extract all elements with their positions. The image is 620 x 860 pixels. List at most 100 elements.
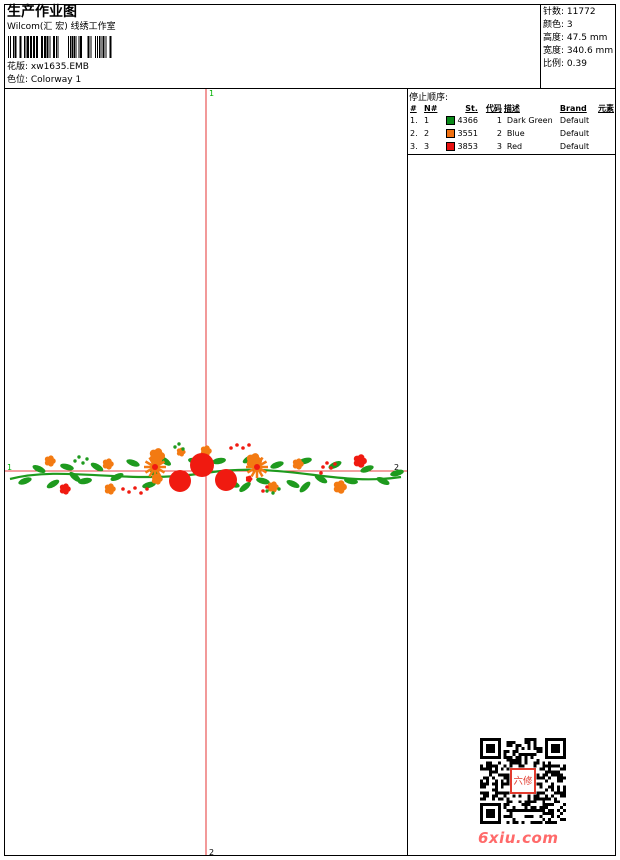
page-title: 生产作业图 <box>7 4 77 20</box>
green-dot <box>81 461 85 465</box>
barcode-bar <box>71 36 74 58</box>
rose <box>169 470 191 492</box>
col-header: N# <box>424 103 438 113</box>
barcode-bar <box>33 36 35 58</box>
leaf <box>360 465 374 473</box>
leaf <box>69 471 81 483</box>
axis-label-left: 1 <box>7 463 12 472</box>
berry <box>229 446 233 450</box>
leaf <box>32 464 46 474</box>
col-header: Brand <box>559 103 587 113</box>
green-dot <box>277 487 281 491</box>
green-dot <box>177 442 181 446</box>
starburst <box>246 456 268 478</box>
leaf <box>60 463 74 471</box>
flower <box>44 455 56 467</box>
stat-stitches: 针数: 11772 <box>543 7 596 17</box>
embroidery-design <box>9 442 404 495</box>
green-dot <box>73 459 77 463</box>
leaf <box>270 461 284 469</box>
barcode-bar <box>109 36 112 58</box>
barcode-bar <box>100 36 102 58</box>
barcode-bar <box>49 36 51 58</box>
leaf <box>78 477 92 485</box>
col-header: 描述 <box>503 103 520 113</box>
barcode-bar <box>102 36 105 58</box>
col-header: St. <box>465 103 478 113</box>
flower <box>245 475 253 483</box>
rose <box>215 469 237 491</box>
qr-stamp-text: 六修 <box>514 775 533 787</box>
watermark-logo: 6xiu.com <box>478 829 559 847</box>
barcode-bar <box>80 36 82 58</box>
leaf <box>142 481 156 489</box>
color-swatch <box>446 116 455 125</box>
design-file: 花版: xw1635.EMB <box>7 62 89 72</box>
flower <box>102 458 114 470</box>
color-swatch <box>446 142 455 151</box>
barcode-bar <box>27 36 29 58</box>
flower <box>267 481 279 493</box>
green-dot <box>265 489 269 493</box>
flower <box>333 480 347 494</box>
leaf <box>314 474 328 484</box>
stat-width: 宽度: 340.6 mm <box>543 46 614 56</box>
barcode-bar <box>30 36 32 58</box>
berry <box>145 487 149 491</box>
green-dot <box>77 455 81 459</box>
table-row: 1. 1 4366 1 Dark Green Default <box>410 116 590 125</box>
barcode-bar <box>8 36 9 58</box>
leaf <box>256 477 270 485</box>
barcode-bar <box>36 36 38 58</box>
leaf <box>390 469 404 477</box>
divider <box>407 154 616 155</box>
flower <box>104 483 116 495</box>
berry <box>325 461 329 465</box>
barcode-bar <box>70 36 71 58</box>
barcode-bar <box>74 36 75 58</box>
barcode-bar <box>75 36 77 58</box>
flower <box>151 473 163 485</box>
barcode-bar <box>57 36 59 58</box>
colorway-label: 色位: Colorway 1 <box>7 75 82 85</box>
axis-label-right: 2 <box>394 463 399 472</box>
barcode-bar <box>14 36 17 58</box>
berry <box>127 490 131 494</box>
barcode-bar <box>97 36 98 58</box>
stop-sequence-title: 停止顺序: <box>409 93 449 103</box>
green-dot <box>85 457 89 461</box>
page-frame <box>4 4 616 856</box>
green-dot <box>271 491 275 495</box>
stat-colors: 颜色: 3 <box>543 20 573 30</box>
barcode-bar <box>41 36 43 58</box>
leaf <box>126 459 140 467</box>
divider <box>407 88 408 856</box>
table-row: 2. 2 3551 2 Blue Default <box>410 129 590 138</box>
stats-block: 针数: 11772 颜色: 3 高度: 47.5 mm 宽度: 340.6 mm… <box>543 6 613 71</box>
berry <box>333 462 337 466</box>
starburst <box>144 456 166 478</box>
table-row: 3. 3 3853 3 Red Default <box>410 142 590 151</box>
design-canvas: 1 2 1 2 <box>5 89 407 855</box>
berry <box>121 487 125 491</box>
leaf <box>286 479 300 489</box>
barcode-bar <box>19 36 22 58</box>
barcode-bar <box>24 36 25 58</box>
barcode-bar <box>46 36 49 58</box>
axis-label-top: 1 <box>209 89 214 98</box>
barcode-bar <box>44 36 46 58</box>
flower <box>353 454 367 468</box>
barcode-bar <box>68 36 69 58</box>
berry <box>133 486 137 490</box>
axis-label-bottom: 2 <box>209 848 214 855</box>
stat-scale: 比例: 0.39 <box>543 59 587 69</box>
color-swatch <box>446 129 455 138</box>
berry <box>235 443 239 447</box>
divider <box>540 4 541 88</box>
barcode-bar <box>87 36 90 58</box>
leaf <box>344 477 358 485</box>
berry <box>139 491 143 495</box>
berry <box>265 485 269 489</box>
col-header: 代码 <box>485 103 502 113</box>
berry <box>241 446 245 450</box>
